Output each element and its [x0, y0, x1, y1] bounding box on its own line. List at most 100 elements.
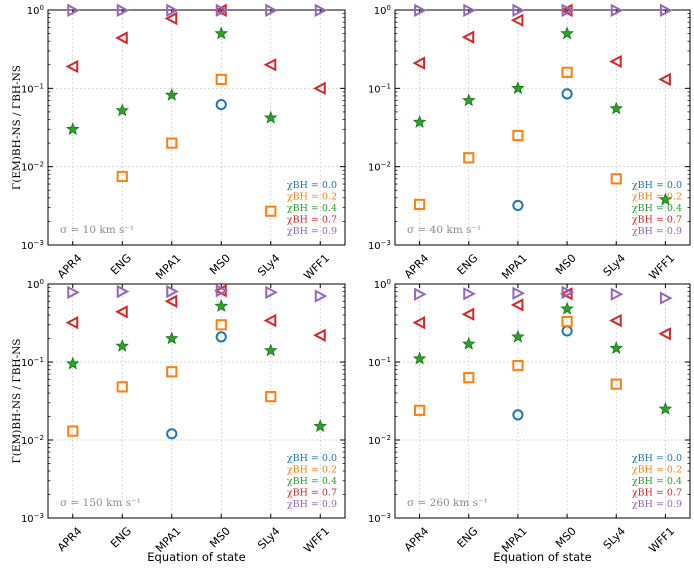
data-point	[561, 315, 573, 328]
y-tick-label-10⁻³: 10−3	[21, 239, 44, 252]
y-tick-label-10⁻³: 10−3	[368, 239, 391, 252]
data-point	[65, 315, 79, 330]
series-bh0.9	[414, 285, 673, 305]
data-point	[67, 3, 80, 17]
series-bh0.7	[412, 287, 671, 341]
axes-frame	[394, 9, 691, 246]
series-bh0.9	[67, 3, 328, 17]
legend-entry: χBH = 0.4	[632, 476, 682, 487]
data-point	[65, 122, 80, 136]
series-bh0.4	[65, 299, 328, 433]
legend-entry: χBH = 0.4	[632, 203, 682, 214]
legend-entry: χBH = 0.9	[287, 226, 337, 237]
x-tick-label: SLy4	[255, 525, 282, 552]
data-point	[659, 291, 673, 305]
data-point	[412, 351, 427, 365]
data-point	[463, 152, 475, 164]
x-tick-label: MS0	[207, 525, 233, 551]
sigma-annotation: σ = 150 km s⁻¹	[60, 497, 141, 509]
legend-entry: χBH = 0.2	[287, 465, 337, 476]
data-point	[512, 129, 524, 142]
data-point	[313, 81, 326, 95]
data-point	[560, 301, 574, 315]
y-tick-label-10⁻³: 10−3	[21, 512, 44, 525]
data-point	[265, 3, 278, 17]
data-point	[610, 3, 624, 17]
x-tick-label: SLy4	[601, 252, 628, 279]
data-point	[265, 285, 278, 300]
legend-entry: χBH = 0.7	[632, 488, 682, 499]
data-point	[166, 428, 178, 440]
x-tick-label: MS0	[207, 252, 233, 278]
data-point	[166, 3, 179, 17]
data-point	[560, 26, 574, 40]
data-point	[512, 3, 526, 17]
data-point	[214, 299, 229, 312]
data-point	[116, 381, 128, 393]
data-point	[313, 328, 326, 342]
data-point	[512, 286, 526, 300]
y-tick-label-10⁰: 100	[374, 4, 391, 17]
legend-entry: χBH = 0.9	[632, 226, 682, 237]
legend-entry: χBH = 0.2	[632, 192, 682, 203]
data-point	[511, 329, 525, 343]
legend-entry: χBH = 0.0	[287, 180, 337, 191]
data-point	[314, 3, 328, 17]
data-point	[115, 31, 128, 45]
x-tick-label: WFF1	[301, 525, 332, 556]
legend-entry: χBH = 0.4	[287, 476, 337, 487]
data-point	[412, 315, 426, 330]
y-tick-label-10⁰: 100	[374, 278, 391, 291]
data-point	[116, 3, 130, 17]
data-point	[610, 173, 622, 185]
y-tick-label-10⁻²: 10−2	[368, 434, 391, 447]
series-bh0.4	[412, 26, 673, 206]
data-point	[265, 391, 277, 403]
legend-entry: χBH = 0.0	[632, 180, 682, 191]
legend-entry: χBH = 0.9	[287, 499, 337, 510]
data-point	[166, 284, 179, 299]
data-point	[413, 198, 426, 210]
x-tick-label: ENG	[455, 252, 481, 278]
legend-entry: χBH = 0.0	[287, 453, 337, 464]
data-point	[215, 3, 229, 17]
x-tick-label: ENG	[108, 252, 134, 278]
legend-entry: χBH = 0.7	[287, 215, 337, 226]
series-bh0.9	[414, 3, 673, 17]
y-tick-label-10⁻¹: 10−1	[21, 82, 44, 95]
data-point	[461, 336, 476, 350]
data-point	[214, 26, 229, 40]
y-tick-label-10⁻²: 10−2	[368, 161, 391, 174]
data-point	[412, 56, 426, 70]
data-point	[215, 284, 229, 298]
legend-entry: χBH = 0.9	[632, 499, 682, 510]
x-axis-label: Equation of state	[147, 550, 245, 564]
data-point	[65, 356, 80, 370]
data-point	[215, 319, 227, 331]
legend-entry: χBH = 0.4	[287, 203, 337, 214]
data-point	[610, 378, 622, 390]
series-bh0.0	[166, 331, 227, 440]
data-point	[658, 192, 673, 206]
x-tick-label: APR4	[402, 252, 432, 282]
axes-frame	[47, 283, 346, 519]
data-point	[461, 30, 475, 44]
data-point	[164, 87, 179, 101]
data-point	[512, 359, 524, 372]
data-point	[512, 199, 524, 212]
sigma-annotation: σ = 40 km s⁻¹	[407, 224, 481, 236]
data-point	[463, 3, 476, 17]
data-point	[561, 285, 575, 300]
data-point	[463, 287, 476, 301]
data-point	[67, 285, 80, 300]
data-point	[658, 72, 671, 87]
data-point	[164, 331, 179, 345]
series-bh0.7	[65, 3, 326, 95]
series-bh0.0	[512, 88, 573, 212]
panel-2: 10−3 10−2 10−1 100 APR4 ENG MPA1 MS0 SLy4 WFF1 χBH…	[368, 3, 691, 282]
data-point	[263, 58, 277, 72]
